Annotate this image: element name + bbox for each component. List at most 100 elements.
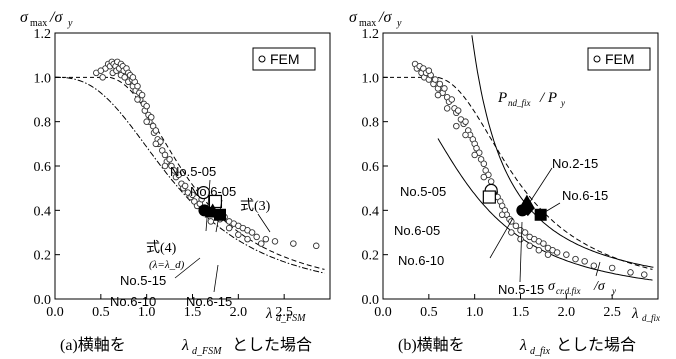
panel-b-fem-point [462, 118, 469, 125]
panel-b-ticks: 0.0 0.5 1.0 1.5 2.0 2.5 0.0 0.2 0.4 0.6 0.8 1.0 1.2 [362, 27, 621, 320]
panel-a-xtick-label: 1.5 [184, 305, 202, 320]
panel-a-fem-point [313, 242, 320, 250]
panel-a-ytick-label: 0.6 [34, 160, 52, 175]
panel-a-caption-sym: λ [181, 337, 189, 354]
panel-b-annotation-scr-tail-sub: y [611, 286, 616, 296]
panel-b-ylabel-sub2: y [396, 18, 402, 29]
panel-a-fem-point [166, 156, 173, 163]
panel-b-fem-point [517, 235, 524, 243]
panel-b-no6-15-leader [539, 202, 561, 216]
panel-b-fem-point [434, 91, 442, 99]
panel-b-ytick-label: 0.0 [362, 293, 380, 308]
panel-b-no5-15-leader [519, 221, 523, 283]
panel-a-ytick-label: 0.0 [34, 293, 52, 308]
panel-b-legend: FEM [587, 47, 651, 71]
panel-a-ytick-label: 0.2 [34, 249, 52, 264]
panel-a-label-no5-05: No.5-05 [170, 164, 216, 179]
panel-a-fem-point [161, 151, 169, 159]
panel-b-ylabel-sub1: max [359, 18, 376, 29]
panel-b-fem-point [453, 122, 460, 130]
panel-a-ylabel-main: σ [20, 9, 29, 26]
panel-a-legend-marker [258, 55, 266, 63]
panel-b-fem-point [425, 67, 433, 74]
panel-a-legend: FEM [252, 47, 316, 71]
panel-b-ytick-label: 0.6 [362, 160, 380, 175]
panel-a-caption: (a)横軸を [60, 336, 126, 354]
panel-a-label-no5-15: No.5-15 [120, 273, 166, 288]
panel-a-fem-point [99, 74, 106, 81]
panel-b-fem-point [508, 229, 515, 236]
panel-b-annotation-pnd-tail-sub: y [560, 98, 565, 108]
panel-b-ytick-label: 0.2 [362, 249, 380, 264]
panel-a-ytick-label: 0.8 [34, 116, 52, 131]
panel-a-fem-point [97, 67, 105, 74]
panel-a-ytick-label: 1.2 [34, 27, 52, 42]
panel-b-fem-point [480, 173, 488, 181]
panel-b-fem-point [627, 269, 634, 276]
panel-b-fem-point [462, 131, 469, 139]
panel-b-fem-point [512, 222, 520, 230]
panel-b-label-no5-15: No.5-15 [498, 282, 544, 297]
panel-b-curve-scr [437, 138, 653, 281]
panel-b-scr-leader [595, 261, 601, 277]
panel-b-xtick-label: 1.0 [466, 305, 484, 320]
panel-a-fem-point [129, 74, 137, 81]
panel-b-fem-point [526, 242, 533, 250]
panel-b-marker-no6-05 [482, 190, 496, 204]
panel-b-fem-point [553, 249, 561, 256]
panel-b-fem-point [448, 96, 456, 103]
panel-a-annotation-eq3: 式(3) [240, 198, 271, 214]
panel-a-eq3-leader [257, 213, 271, 233]
panel-b-ytick-label: 0.4 [362, 204, 380, 219]
panel-b-fem-point [641, 271, 648, 278]
panel-b-label-no6-10: No.6-10 [398, 253, 444, 268]
panel-a-fem-point [152, 140, 160, 148]
panel-a-caption-tail: とした場合 [232, 336, 312, 354]
panel-a-ylabel-sub2: y [67, 18, 73, 29]
panel-a-fem-point [248, 229, 256, 236]
panel-b-xtick-label: 2.5 [603, 305, 621, 320]
panel-a-no5-05-leader [205, 179, 211, 232]
panel-b-label-no5-05: No.5-05 [400, 184, 446, 199]
panel-a-legend-label: FEM [270, 51, 300, 67]
panel-a-marked-points [196, 186, 226, 221]
panel-b-xtick-label: 1.5 [512, 305, 530, 320]
panel-b-ytick-label: 0.8 [362, 116, 380, 131]
panel-b-fem-point [563, 251, 570, 258]
panel-a-fem-point [181, 182, 189, 190]
panel-a-legend-box [252, 47, 316, 71]
panel-a-xlabel-sub: d_FSM [276, 313, 306, 324]
panel-b-fem-point [590, 262, 598, 270]
panel-b-fem-points [411, 60, 648, 278]
panel-a-fem-point [271, 238, 279, 245]
panel-b-fem-point [441, 85, 448, 92]
panel-a-label-no6-15: No.6-15 [186, 294, 232, 309]
panel-b-fem-point [480, 160, 488, 168]
panel-a-no6-05-leader [215, 199, 223, 233]
panel-b-no2-15-leader [525, 167, 553, 209]
panel-a-annotation-eq4-sub: (λ=λ_d) [149, 259, 185, 271]
panel-a-fem-point [161, 162, 169, 170]
panel-b-fem-point [443, 105, 451, 112]
panel-b-ytick-label: 1.0 [362, 71, 380, 86]
panel-a-fem-point [244, 235, 251, 243]
panel-b-curve-dashed [437, 76, 653, 270]
panel-b-legend-marker [593, 55, 601, 63]
panel-b-ylabel-slash: /σ [378, 9, 392, 26]
panel-a-fem-point [262, 235, 270, 243]
panel-a-label-no6-05: No.6-05 [190, 184, 236, 199]
panel-a-annotation-eq4: 式(4) [146, 240, 177, 256]
panel-b-caption: (b)横軸を [398, 336, 465, 354]
panel-a-fem-point [147, 113, 155, 121]
panel-a-xlabel-main: λ [265, 306, 273, 322]
panel-a-ylabel-slash: /σ [49, 9, 63, 26]
panel-a-caption-sub: d_FSM [192, 346, 222, 357]
panel-a-xtick-label: 1.0 [138, 305, 156, 320]
panel-a-ylabel-sub1: max [30, 18, 47, 29]
panel-a-xtick-label: 2.0 [230, 305, 248, 320]
panel-b-fem-point [454, 107, 462, 114]
panel-b-caption-sub: d_fix [530, 346, 551, 357]
panel-a-fem-point [175, 171, 182, 179]
panel-a-label-no6-10: No.6-10 [110, 294, 156, 309]
panel-b-label-no6-15: No.6-15 [562, 188, 608, 203]
